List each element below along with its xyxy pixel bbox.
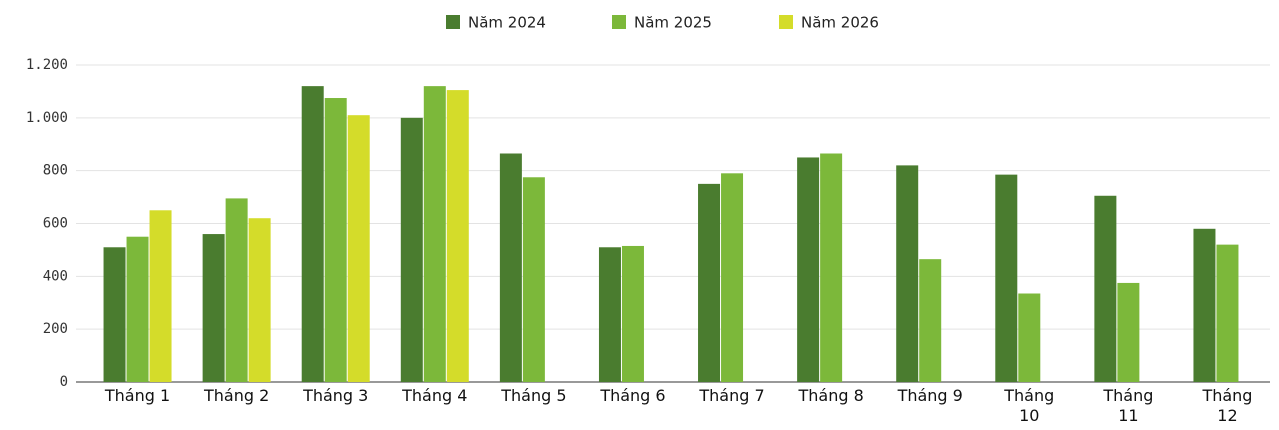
y-tick-label: 0	[60, 374, 68, 390]
x-tick-label: Tháng 8	[798, 386, 864, 405]
bar	[324, 98, 347, 382]
bar	[202, 234, 225, 382]
legend-swatch	[446, 15, 460, 29]
bar	[522, 177, 545, 382]
bar	[1216, 244, 1239, 382]
legend-label: Năm 2026	[801, 14, 879, 32]
bar	[995, 174, 1018, 382]
bar	[225, 198, 248, 382]
bar	[797, 157, 820, 382]
x-tick-label: Tháng 6	[600, 386, 666, 405]
y-tick-label: 200	[43, 321, 68, 337]
legend-swatch	[612, 15, 626, 29]
x-tick-label: Tháng 11	[1103, 386, 1154, 425]
bar	[248, 218, 271, 382]
bar	[126, 236, 149, 382]
x-tick-label: Tháng 10	[1004, 386, 1055, 425]
y-tick-label: 1.200	[26, 57, 68, 73]
bar	[1094, 195, 1117, 382]
x-tick-label: Tháng 3	[303, 386, 369, 405]
bar	[301, 86, 324, 382]
bar	[423, 86, 446, 382]
y-tick-label: 600	[43, 216, 68, 232]
x-tick-label: Tháng 2	[203, 386, 270, 405]
bar	[1117, 282, 1140, 382]
legend-label: Năm 2024	[468, 14, 546, 32]
legend-swatch	[779, 15, 793, 29]
bar	[347, 115, 370, 383]
x-tick-label: Tháng 1	[104, 386, 171, 405]
bar	[698, 183, 721, 382]
bar	[103, 247, 126, 382]
y-tick-label: 1.000	[26, 110, 68, 126]
legend-label: Năm 2025	[634, 14, 712, 32]
x-tick-label: Tháng 12	[1202, 386, 1253, 425]
bar	[1018, 293, 1041, 382]
bar	[400, 117, 423, 382]
y-tick-label: 400	[43, 268, 68, 284]
y-tick-label: 800	[43, 163, 68, 179]
bar	[149, 210, 172, 382]
x-tick-label: Tháng 4	[402, 386, 468, 405]
x-tick-label: Tháng 9	[897, 386, 963, 405]
bar	[919, 259, 942, 382]
x-tick-label: Tháng 7	[699, 386, 765, 405]
bar	[896, 165, 919, 382]
bar	[598, 247, 621, 382]
bar	[820, 153, 843, 382]
bar	[1193, 228, 1216, 382]
bar	[721, 173, 744, 382]
x-tick-label: Tháng 5	[501, 386, 567, 405]
bar	[499, 153, 522, 382]
bar	[621, 245, 644, 382]
bar	[446, 90, 469, 383]
